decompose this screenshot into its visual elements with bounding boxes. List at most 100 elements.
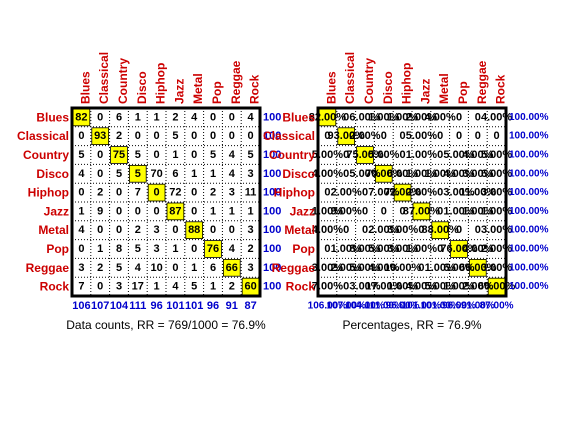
p2-col-label-classical: Classical bbox=[343, 52, 357, 104]
p1-cell-value: 4 bbox=[229, 243, 236, 255]
p1-cell-value: 1 bbox=[210, 281, 216, 293]
p2-cell-value: 5.00% bbox=[349, 262, 380, 274]
p2-diagonal-cell-reggae bbox=[468, 258, 487, 277]
p1-cell-value: 0 bbox=[116, 224, 122, 236]
p2-cell-value: 1.00% bbox=[387, 281, 418, 293]
p2-cell-value: 2.00% bbox=[406, 187, 437, 199]
p2-col-label-rock: Rock bbox=[494, 74, 508, 104]
p2-row-total: 100.00% bbox=[509, 150, 549, 161]
p1-cell-value: 1 bbox=[172, 243, 178, 255]
p2-cell-value: 4.00% bbox=[406, 281, 437, 293]
p1-cell-value: 0 bbox=[135, 130, 141, 142]
p1-cell-value: 1 bbox=[135, 111, 141, 123]
p2-cell-value: 88.00% bbox=[422, 224, 460, 236]
p2-cell-value: 0 bbox=[437, 187, 443, 199]
p1-cell-value: 3 bbox=[229, 187, 235, 199]
p2-cell-value: 3.00% bbox=[481, 262, 512, 274]
p2-row-label-reggae: Reggae bbox=[272, 261, 316, 275]
p2-row-label-blues: Blues bbox=[282, 110, 315, 124]
p1-cell-value: 0 bbox=[210, 130, 216, 142]
p2-cell-value: 17.00% bbox=[365, 281, 403, 293]
p1-cell-value: 2 bbox=[135, 224, 141, 236]
p1-cell-value: 4 bbox=[248, 111, 255, 123]
p2-cell-value: 1.00% bbox=[331, 243, 362, 255]
p1-col-label-classical: Classical bbox=[97, 52, 111, 104]
p2-cell-value: 0 bbox=[343, 224, 349, 236]
p1-cell-value: 0 bbox=[210, 224, 216, 236]
p1-cell-value: 3 bbox=[248, 262, 254, 274]
p1-col-total: 96 bbox=[150, 300, 162, 312]
p1-cell-value: 1 bbox=[248, 205, 254, 217]
p2-cell-value: 3.00% bbox=[387, 224, 418, 236]
p1-matrix-frame bbox=[70, 106, 262, 298]
p1-cell-value: 0 bbox=[191, 243, 197, 255]
p1-col-label-reggae: Reggae bbox=[229, 60, 243, 104]
p1-cell-value: 1 bbox=[210, 168, 216, 180]
p1-row-label-reggae: Reggae bbox=[26, 261, 70, 275]
p2-cell-value: 0 bbox=[456, 111, 462, 123]
p2-cell-value: 0 bbox=[343, 281, 349, 293]
p1-cell-value: 0 bbox=[97, 149, 103, 161]
p1-col-total: 87 bbox=[244, 300, 256, 312]
p1-diagonal-cell-country bbox=[110, 146, 128, 164]
p1-cell-value: 2 bbox=[116, 130, 122, 142]
p1-cell-value: 3 bbox=[78, 262, 84, 274]
p2-row-label-rock: Rock bbox=[286, 280, 316, 294]
p1-cell-value: 0 bbox=[97, 281, 103, 293]
p2-row-label-jazz: Jazz bbox=[290, 204, 315, 218]
p1-col-label-disco: Disco bbox=[135, 71, 149, 104]
p1-row-label-classical: Classical bbox=[17, 129, 69, 143]
p1-cell-value: 0 bbox=[210, 111, 216, 123]
p2-cell-value: 4.00% bbox=[443, 168, 474, 180]
p2-row-label-classical: Classical bbox=[263, 129, 315, 143]
p2-cell-value: 66.00% bbox=[459, 262, 497, 274]
p2-cell-value: 4.00% bbox=[481, 111, 512, 123]
p1-cell-value: 0 bbox=[78, 130, 84, 142]
p1-caption: Data counts, RR = 769/1000 = 76.9% bbox=[66, 318, 266, 332]
p1-cell-value: 5 bbox=[78, 149, 84, 161]
p2-col-total: 96.00% bbox=[442, 301, 476, 312]
p1-cell-value: 0 bbox=[172, 224, 178, 236]
p2-row-label-country: Country bbox=[269, 148, 315, 162]
p2-cell-value: 1.00% bbox=[406, 168, 437, 180]
p1-diagonal-cell-pop bbox=[204, 240, 222, 258]
p1-cell-value: 6 bbox=[172, 168, 178, 180]
p1-cell-value: 7 bbox=[135, 187, 141, 199]
p2-cell-value: 0 bbox=[343, 111, 349, 123]
p1-col-label-pop: Pop bbox=[210, 81, 224, 104]
p1-row-total: 100 bbox=[263, 130, 281, 142]
p2-diagonal-cell-pop bbox=[450, 240, 468, 258]
p1-col-label-metal: Metal bbox=[191, 73, 205, 104]
p1-cell-value: 2 bbox=[97, 262, 103, 274]
p2-col-label-country: Country bbox=[362, 58, 376, 104]
p2-cell-value: 0 bbox=[343, 168, 349, 180]
p1-cell-value: 17 bbox=[132, 281, 144, 293]
p2-col-total: 111.00% bbox=[365, 301, 403, 312]
p1-row-total: 100 bbox=[263, 224, 281, 236]
p1-row-label-country: Country bbox=[23, 148, 69, 162]
p2-cell-value: 6.00% bbox=[443, 262, 474, 274]
p2-cell-value: 4.00% bbox=[312, 168, 343, 180]
p1-cell-value: 72 bbox=[169, 187, 181, 199]
p1-cell-value: 4 bbox=[172, 281, 179, 293]
p2-cell-value: 0 bbox=[456, 224, 462, 236]
p1-diagonal-cell-metal bbox=[185, 221, 204, 240]
p1-cell-value: 5 bbox=[116, 262, 122, 274]
p2-cell-value: 5.00% bbox=[443, 149, 474, 161]
p2-cell-value: 70.00% bbox=[365, 168, 403, 180]
p2-diagonal-cell-jazz bbox=[412, 202, 431, 221]
p2-cell-value: 7.00% bbox=[368, 187, 399, 199]
p2-cell-value: 6.00% bbox=[481, 168, 512, 180]
p2-row-label-disco: Disco bbox=[282, 167, 315, 181]
p2-cell-value: 3.00% bbox=[312, 262, 343, 274]
p2-caption: Percentages, RR = 76.9% bbox=[342, 318, 481, 332]
p1-cell-value: 0 bbox=[191, 149, 197, 161]
p2-cell-value: 10.00% bbox=[384, 262, 422, 274]
p1-cell-value: 1 bbox=[154, 281, 160, 293]
p2-cell-value: 72.00% bbox=[384, 187, 422, 199]
p1-cell-value: 1 bbox=[172, 149, 178, 161]
p2-cell-value: 3.00% bbox=[462, 168, 493, 180]
p2-cell-value: 9.00% bbox=[331, 205, 362, 217]
p2-cell-value: 1.00% bbox=[443, 281, 474, 293]
p1-cell-value: 0 bbox=[229, 224, 235, 236]
